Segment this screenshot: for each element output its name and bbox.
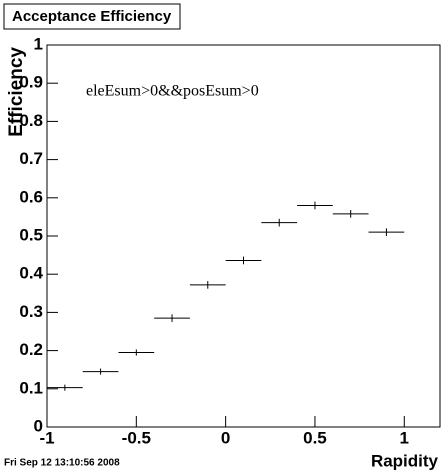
y-tick-label: 0.8 [19,111,43,130]
y-tick-label: 0.7 [19,149,43,168]
y-tick-label: 0 [34,416,43,435]
y-tick-label: 0.3 [19,302,43,321]
x-tick-label: 0.5 [303,428,327,447]
x-axis-label: Rapidity [371,451,439,470]
y-tick-label: 0.4 [19,264,43,283]
chart-title: Acceptance Efficiency [12,8,172,25]
y-tick-label: 0.2 [19,340,43,359]
y-tick-label: 1 [34,34,43,53]
x-tick-label: -1 [39,428,54,447]
x-tick-label: -0.5 [122,428,151,447]
y-tick-label: 0.5 [19,225,43,244]
frame [46,44,441,428]
x-tick-label: 1 [400,428,409,447]
y-tick-label: 0.1 [19,378,43,397]
x-tick-label: 0 [221,428,230,447]
y-tick-label: 0.9 [19,73,43,92]
title-box [3,3,181,30]
footer: Fri Sep 12 13:10:56 2008 [4,458,120,469]
annotation: eleEsum>0&&posEsum>0 [86,83,259,100]
y-tick-label: 0.6 [19,187,43,206]
y-axis-label: Efficiency [6,47,27,137]
